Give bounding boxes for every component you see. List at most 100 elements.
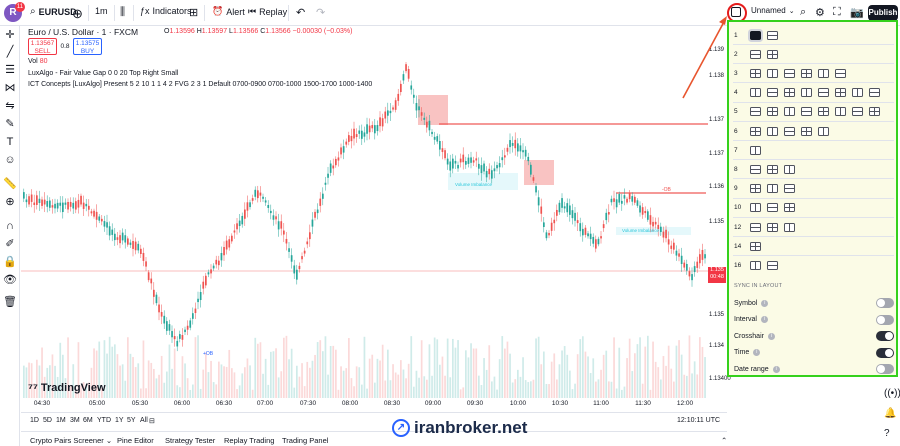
settings-button[interactable]: ⚙ [815, 6, 825, 19]
sync-toggle[interactable] [876, 331, 894, 341]
layout-option-button[interactable] [750, 184, 761, 194]
range-6m[interactable]: 6M [83, 417, 93, 424]
layout-option-button[interactable] [818, 88, 829, 98]
redo-button[interactable]: ↷ [316, 6, 325, 19]
info-icon[interactable]: i [753, 349, 761, 356]
quick-search-button[interactable]: ⌕ [800, 6, 806, 19]
trash-icon[interactable]: 🗑 [3, 296, 17, 308]
tab-strategy-tester[interactable]: Strategy Tester [165, 436, 216, 445]
layout-option-button[interactable] [767, 260, 778, 270]
sync-toggle[interactable] [876, 314, 894, 325]
indicator-ict[interactable]: ICT Concepts [LuxAlgo] Present 5 2 10 1 … [28, 81, 373, 88]
layout-option-button[interactable] [767, 68, 778, 78]
time-axis[interactable]: 04:30 05:00 05:30 06:00 06:30 07:00 07:3… [21, 398, 708, 410]
layout-option-button[interactable] [767, 30, 778, 40]
layout-option-button[interactable] [784, 164, 795, 174]
snapshot-button[interactable]: 📷 [850, 6, 864, 19]
text-icon[interactable]: T [6, 136, 14, 148]
layout-option-button[interactable] [750, 164, 761, 174]
fib-icon[interactable]: ☰ [5, 64, 15, 76]
info-icon[interactable]: i [772, 365, 780, 373]
range-5y[interactable]: 5Y [127, 417, 136, 424]
layout-option-button[interactable] [750, 260, 761, 270]
layout-option-button[interactable] [835, 107, 846, 117]
indicators-button[interactable]: ƒx Indicators [140, 6, 192, 16]
lock-icon[interactable]: 🔒 [3, 256, 17, 268]
layout-option-button[interactable] [784, 184, 795, 194]
range-all[interactable]: All [140, 417, 148, 424]
magnet-icon[interactable]: ∩ [6, 220, 14, 232]
templates-button[interactable]: ⊞ [189, 6, 198, 19]
tradingview-logo[interactable]: ⁷⁷ TradingView [28, 381, 106, 395]
layout-option-button[interactable] [748, 28, 763, 42]
layout-option-button[interactable] [767, 49, 778, 59]
layout-option-button[interactable] [852, 107, 863, 117]
chart-type-button[interactable]: ⫼ [120, 6, 125, 19]
layout-option-button[interactable] [852, 88, 863, 98]
sync-toggle[interactable] [876, 298, 894, 308]
layout-option-button[interactable] [801, 126, 812, 136]
interval-button[interactable]: 1m [95, 6, 108, 16]
range-5d[interactable]: 5D [43, 417, 52, 424]
tab-replay-trading[interactable]: Replay Trading [224, 436, 275, 445]
range-ytd[interactable]: YTD [97, 417, 111, 424]
layout-option-button[interactable] [784, 88, 795, 98]
zoom-icon[interactable]: ⊕ [5, 196, 15, 208]
eye-icon[interactable]: 👁 [3, 274, 17, 286]
buy-button[interactable]: 1.13575 BUY [73, 38, 102, 55]
tab-crypto-screener[interactable]: Crypto Pairs Screener ⌄ [30, 436, 112, 445]
layout-option-button[interactable] [767, 184, 778, 194]
compare-button[interactable]: ⊕ [72, 6, 83, 22]
indicator-fvg[interactable]: LuxAlgo - Fair Value Gap 0 0 20 Top Righ… [28, 70, 179, 77]
layout-option-button[interactable] [835, 88, 846, 98]
layout-option-button[interactable] [767, 107, 778, 117]
layout-name-button[interactable]: Unnamed ⌄ [751, 6, 795, 15]
layout-option-button[interactable] [784, 203, 795, 213]
layout-option-button[interactable] [784, 107, 795, 117]
crosshair-icon[interactable]: ✛ [5, 29, 15, 41]
layout-option-button[interactable] [801, 107, 812, 117]
layout-option-button[interactable] [784, 126, 795, 136]
layout-option-button[interactable] [750, 49, 761, 59]
sell-button[interactable]: 1.13567 SELL [28, 38, 57, 55]
layout-option-button[interactable] [767, 164, 778, 174]
alert-button[interactable]: ⏰ Alert [212, 6, 245, 17]
ruler-icon[interactable]: 📏 [3, 178, 17, 190]
layout-option-button[interactable] [750, 145, 761, 155]
symbol-search[interactable]: ⌕ EURUSD [30, 6, 77, 17]
undo-button[interactable]: ↶ [296, 6, 305, 19]
tab-trading-panel[interactable]: Trading Panel [282, 436, 329, 445]
signal-icon[interactable]: ((•)) [884, 388, 900, 399]
layout-option-button[interactable] [750, 88, 761, 98]
layout-option-button[interactable] [750, 126, 761, 136]
layout-option-button[interactable] [818, 126, 829, 136]
layout-option-button[interactable] [750, 107, 761, 117]
layout-option-button[interactable] [750, 203, 761, 213]
layout-option-button[interactable] [869, 107, 880, 117]
layout-option-button[interactable] [818, 68, 829, 78]
trendline-icon[interactable]: ╱ [6, 46, 14, 58]
layout-option-button[interactable] [767, 203, 778, 213]
layout-option-button[interactable] [750, 222, 761, 232]
brush-icon[interactable]: ✎ [5, 118, 15, 130]
layout-option-button[interactable] [767, 126, 778, 136]
goto-date-icon[interactable]: ⊟ [149, 418, 155, 425]
range-1d[interactable]: 1D [30, 417, 39, 424]
notifications-icon[interactable]: 🔔 [884, 408, 897, 419]
info-icon[interactable]: i [761, 299, 769, 307]
range-3m[interactable]: 3M [70, 417, 80, 424]
sync-toggle[interactable] [876, 347, 894, 358]
pattern-icon[interactable]: ⋈ [4, 82, 16, 94]
range-1m[interactable]: 1M [56, 417, 66, 424]
layout-option-button[interactable] [784, 222, 795, 232]
info-icon[interactable]: i [760, 316, 768, 323]
layout-option-button[interactable] [818, 107, 829, 117]
replay-button[interactable]: ⏮ Replay [248, 6, 287, 17]
forecast-icon[interactable]: ⇋ [5, 100, 15, 112]
layout-option-button[interactable] [750, 241, 761, 251]
layout-option-button[interactable] [869, 88, 880, 98]
layout-option-button[interactable] [784, 68, 795, 78]
layout-option-button[interactable] [801, 88, 812, 98]
tab-pine-editor[interactable]: Pine Editor [117, 436, 154, 445]
lock-drawing-icon[interactable]: ✐ [5, 238, 15, 250]
